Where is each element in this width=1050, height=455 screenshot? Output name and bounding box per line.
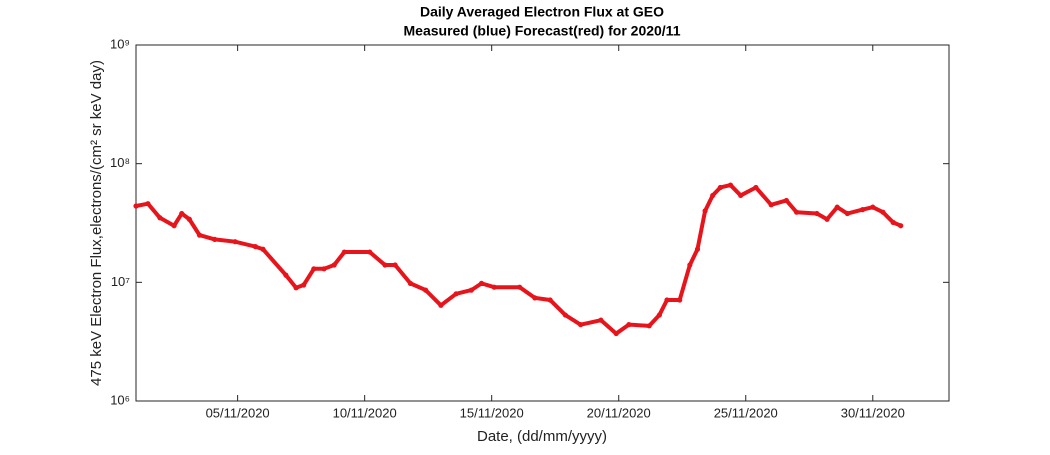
data-point [232, 239, 238, 245]
data-point [423, 287, 429, 293]
data-point [870, 204, 876, 210]
data-point [824, 216, 830, 222]
data-point [598, 317, 604, 323]
data-point [844, 210, 850, 217]
y-tick-label: 10⁷ [111, 274, 130, 289]
y-axis-label: 475 keV Electron Flux,electrons/(cm² sr … [88, 60, 105, 386]
data-point [212, 236, 218, 243]
data-point [717, 184, 723, 191]
data-point [133, 203, 139, 209]
data-point [898, 223, 904, 229]
data-point [664, 297, 670, 303]
data-point [694, 246, 701, 252]
data-point [171, 223, 177, 229]
data-point [382, 262, 388, 268]
data-point [702, 208, 708, 214]
x-tick-label: 25/11/2020 [714, 405, 778, 420]
data-point [890, 219, 896, 225]
data-point [793, 209, 800, 215]
data-point [260, 246, 266, 252]
data-point [438, 302, 444, 308]
data-point [677, 297, 683, 303]
data-point [478, 280, 485, 286]
x-tick-label: 05/11/2020 [206, 405, 270, 420]
x-axis-label: Date, (dd/mm/yyyy) [477, 428, 607, 445]
data-point [157, 215, 163, 221]
data-point [547, 297, 553, 303]
data-point [283, 272, 289, 278]
data-point [293, 285, 299, 291]
data-point [727, 182, 734, 188]
data-point [738, 192, 744, 199]
data-point [578, 322, 584, 328]
data-point [321, 266, 327, 272]
x-tick-label: 10/11/2020 [333, 405, 397, 420]
y-tick-label: 10⁸ [110, 155, 130, 170]
plot-frame [135, 44, 950, 402]
data-point [196, 232, 203, 238]
data-point [179, 210, 185, 217]
flux-trace [135, 183, 902, 336]
x-tick-label: 15/11/2020 [460, 405, 524, 420]
data-point [687, 262, 693, 268]
data-point [392, 262, 398, 268]
data-point [301, 282, 307, 288]
data-point [517, 284, 523, 290]
chart-title: Daily Averaged Electron Flux at GEO [420, 4, 664, 20]
data-point [186, 216, 192, 222]
data-point [341, 249, 347, 255]
data-point [491, 284, 497, 290]
data-point [834, 204, 840, 210]
data-point [656, 312, 662, 318]
chart-subtitle: Measured (blue) Forecast(red) for 2020/1… [404, 23, 681, 39]
data-point [753, 184, 759, 191]
data-point [710, 192, 716, 199]
data-point [646, 323, 652, 329]
data-point [252, 244, 259, 250]
data-point [407, 280, 413, 286]
data-point [331, 262, 337, 268]
data-point [468, 287, 474, 293]
data-point [613, 330, 619, 337]
y-tick-label: 10⁶ [110, 392, 130, 407]
data-point [532, 295, 538, 301]
data-point [783, 197, 790, 204]
x-tick-label: 20/11/2020 [587, 405, 651, 420]
data-point [860, 207, 866, 213]
y-tick-label: 10⁹ [110, 36, 130, 51]
data-point [626, 322, 632, 328]
data-point [453, 291, 459, 297]
data-point [367, 249, 373, 255]
data-point [768, 202, 774, 208]
data-point [880, 209, 886, 215]
data-point [145, 201, 151, 207]
data-point [814, 210, 820, 217]
data-point [562, 312, 568, 318]
x-tick-label: 30/11/2020 [841, 405, 905, 420]
data-point [311, 266, 317, 272]
